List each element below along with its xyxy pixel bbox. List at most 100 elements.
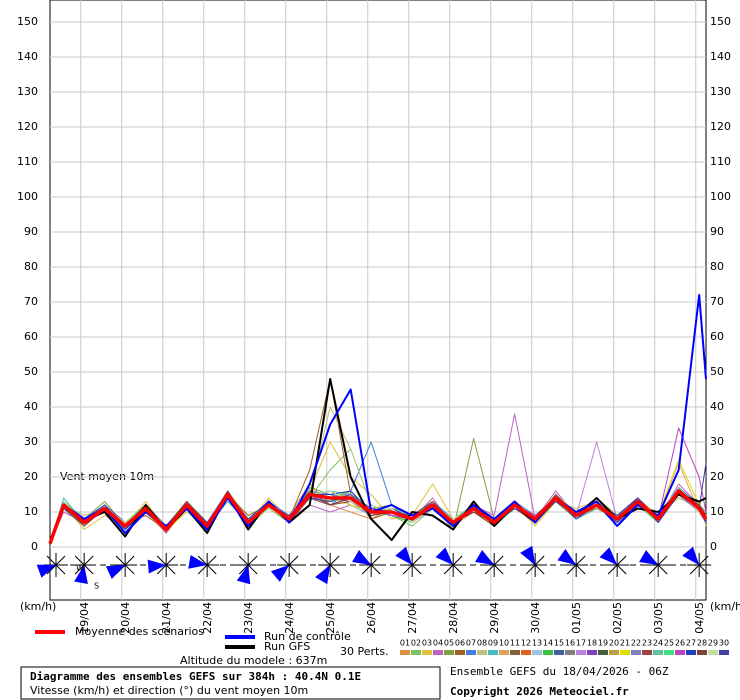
- x-tick-label: 25/04: [324, 602, 337, 634]
- legend-swatch: [697, 650, 707, 655]
- compass-cross: [238, 555, 258, 575]
- legend-label: 05: [444, 639, 454, 648]
- y-tick-label-right: 30: [710, 435, 724, 448]
- wind-arrow: [599, 547, 618, 565]
- legend-swatch: [631, 650, 641, 655]
- legend-swatch: [598, 650, 608, 655]
- legend-swatch: [576, 650, 586, 655]
- wind-arrow: [395, 546, 413, 565]
- legend-swatch: [466, 650, 476, 655]
- y-tick-label-right: 0: [710, 540, 717, 553]
- x-tick-label: 24/04: [283, 602, 296, 634]
- legend-swatch: [510, 650, 520, 655]
- legend-label: 08: [477, 639, 487, 648]
- legend-label: 26: [675, 639, 685, 648]
- legend-swatch: [565, 650, 575, 655]
- legend-label: 04: [433, 639, 443, 648]
- y-tick-label-right: 60: [710, 330, 724, 343]
- x-tick-label: 28/04: [447, 602, 460, 634]
- x-tick-label: 30/04: [529, 602, 542, 634]
- wind-arrow: [236, 565, 251, 585]
- legend-swatch: [642, 650, 652, 655]
- legend-label: 07: [466, 639, 476, 648]
- legend-swatch: [609, 650, 619, 655]
- chart-subtitle: Vitesse (km/h) et direction (°) du vent …: [30, 684, 308, 697]
- y-tick-label: 0: [31, 540, 38, 553]
- legend-label: 01: [400, 639, 410, 648]
- legend-swatch: [400, 650, 410, 655]
- y-tick-label: 10: [24, 505, 38, 518]
- y-tick-label-right: 120: [710, 120, 731, 133]
- wind-arrow: [315, 564, 331, 585]
- legend-swatch: [664, 650, 674, 655]
- y-tick-label: 40: [24, 400, 38, 413]
- y-tick-label-right: 80: [710, 260, 724, 273]
- legend-swatch: [675, 650, 685, 655]
- y-tick-label-right: 10: [710, 505, 724, 518]
- wind-arrow: [36, 564, 56, 578]
- x-tick-label: 20/04: [119, 602, 132, 634]
- legend-label: 14: [543, 639, 553, 648]
- legend-swatch: [444, 650, 454, 655]
- wind-arrow: [475, 549, 495, 565]
- y-tick-label: 140: [17, 50, 38, 63]
- plot-frame: [49, 0, 707, 601]
- copyright: Copyright 2026 Meteociel.fr: [450, 685, 629, 698]
- legend-label: 18: [587, 639, 597, 648]
- x-tick-label: 27/04: [406, 602, 419, 634]
- x-tick-label: 02/05: [611, 602, 624, 634]
- y-tick-label: 150: [17, 15, 38, 28]
- legend-label: 29: [708, 639, 718, 648]
- legend-label: 30: [719, 639, 729, 648]
- legend-swatch: [543, 650, 553, 655]
- legend-label: 06: [455, 639, 465, 648]
- legend-label: 21: [620, 639, 630, 648]
- y-tick-label: 130: [17, 85, 38, 98]
- x-tick-label: 29/04: [488, 602, 501, 634]
- wind-arrow: [270, 565, 290, 582]
- y-tick-label-right: 90: [710, 225, 724, 238]
- legend-swatch: [422, 650, 432, 655]
- legend-swatch: [455, 650, 465, 655]
- title-box: [20, 666, 441, 700]
- legend-label: 13: [532, 639, 542, 648]
- legend-label: 12: [521, 639, 531, 648]
- wind-arrow: [74, 565, 88, 584]
- x-tick-label: 23/04: [242, 602, 255, 634]
- legend-label: 20: [609, 639, 619, 648]
- x-tick-label: 26/04: [365, 602, 378, 634]
- wind-arrow: [435, 547, 454, 565]
- legend-label: 27: [686, 639, 696, 648]
- x-tick-label: 01/05: [570, 602, 583, 634]
- legend-swatch: [554, 650, 564, 655]
- chart-title: Diagramme des ensembles GEFS sur 384h : …: [30, 670, 361, 683]
- run-info: Ensemble GEFS du 18/04/2026 - 06Z: [450, 665, 669, 678]
- x-tick-label: 21/04: [160, 602, 173, 634]
- y-tick-label-right: 140: [710, 50, 731, 63]
- y-tick-label-right: 130: [710, 85, 731, 98]
- y-tick-label-right: 150: [710, 15, 731, 28]
- legend-swatch: [708, 650, 718, 655]
- x-tick-label: 19/04: [78, 602, 91, 634]
- y-tick-label: 20: [24, 470, 38, 483]
- y-tick-label-right: 50: [710, 365, 724, 378]
- wind-arrow: [105, 565, 126, 579]
- legend-label: Run GFS: [264, 640, 310, 653]
- y-tick-label: 120: [17, 120, 38, 133]
- legend-label: 10: [499, 639, 509, 648]
- y-unit-left: (km/h): [20, 600, 56, 613]
- legend-label: 17: [576, 639, 586, 648]
- perts-label: 30 Perts.: [340, 645, 389, 658]
- x-tick-label: 04/05: [693, 602, 706, 634]
- y-tick-label-right: 110: [710, 155, 731, 168]
- legend-label: 02: [411, 639, 421, 648]
- wind-arrow: [639, 549, 659, 565]
- y-tick-label: 50: [24, 365, 38, 378]
- legend-label: 22: [631, 639, 641, 648]
- legend-swatch: [477, 650, 487, 655]
- legend-swatch: [587, 650, 597, 655]
- compass-label: W: [76, 564, 84, 573]
- altitude: Altitude du modele : 637m: [180, 654, 327, 667]
- y-tick-label-right: 20: [710, 470, 724, 483]
